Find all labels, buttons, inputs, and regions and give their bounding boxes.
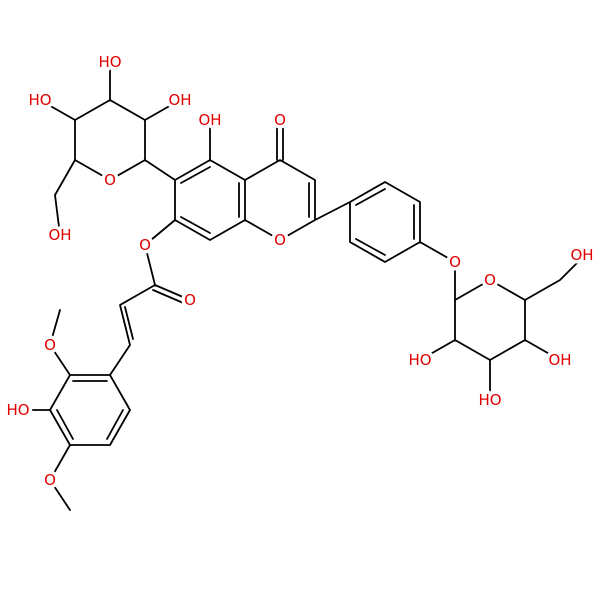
- atom-label: O: [274, 231, 286, 249]
- atom-label: O: [484, 271, 496, 289]
- atom-label: HO: [478, 391, 501, 409]
- atom-label: HO: [6, 401, 29, 419]
- atom-label: O: [449, 253, 461, 271]
- atom-label: O: [44, 471, 56, 489]
- atom-label: OH: [548, 351, 571, 369]
- atom-label: O: [274, 111, 286, 129]
- atom-label: O: [184, 291, 196, 309]
- atom-label: OH: [198, 111, 221, 129]
- atom-label: OH: [168, 91, 191, 109]
- atom-label: O: [44, 336, 56, 354]
- atom-label: O: [104, 171, 116, 189]
- atom-label: OH: [48, 226, 71, 244]
- bonds: [14, 61, 586, 511]
- atom-label: HO: [408, 351, 431, 369]
- atom-label: O: [139, 236, 151, 254]
- atom-label: HO: [98, 53, 121, 71]
- atom-label: OH: [570, 246, 593, 264]
- atom-label: HO: [28, 91, 51, 109]
